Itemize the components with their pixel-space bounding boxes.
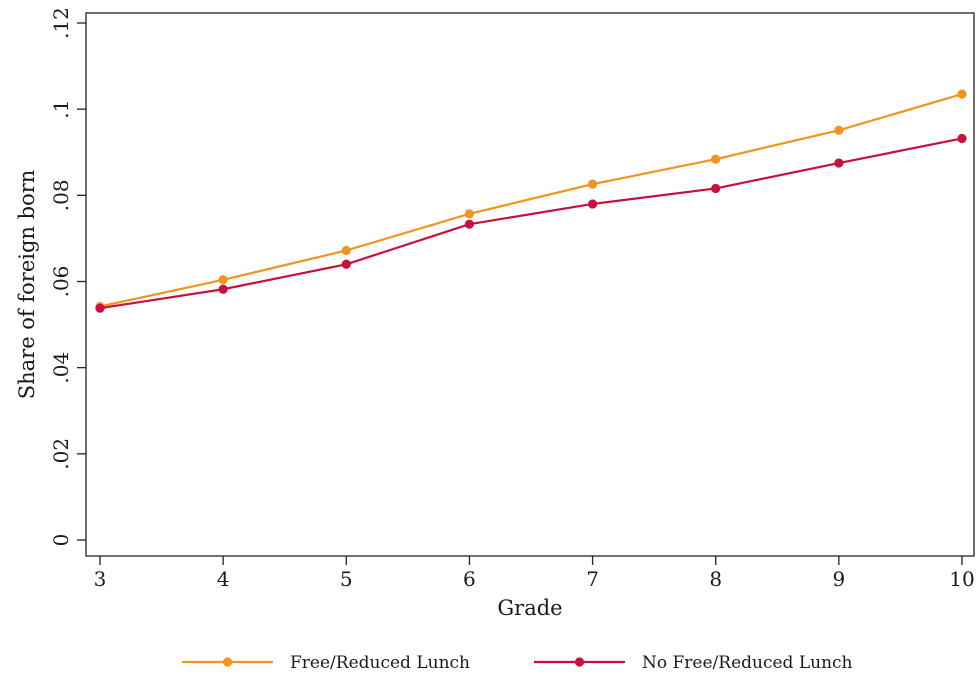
x-tick-label: 4 bbox=[217, 567, 230, 591]
data-point bbox=[218, 275, 228, 285]
y-axis: 0 .02 .04 .06 .08 .1 .12 bbox=[49, 7, 86, 546]
data-point bbox=[834, 125, 844, 135]
data-point bbox=[834, 158, 844, 168]
series-line bbox=[99, 93, 963, 308]
legend-marker bbox=[222, 657, 233, 667]
data-point bbox=[95, 303, 105, 313]
x-tick-label: 6 bbox=[463, 567, 476, 591]
plot-frame bbox=[85, 12, 975, 557]
data-point bbox=[587, 199, 598, 209]
data-point bbox=[711, 183, 721, 194]
series-2 bbox=[95, 133, 967, 313]
series-line bbox=[99, 137, 963, 310]
data-point bbox=[341, 245, 351, 256]
data-point bbox=[587, 179, 598, 189]
data-point bbox=[464, 219, 475, 229]
x-axis-title: Grade bbox=[497, 596, 562, 620]
legend-marker bbox=[574, 657, 585, 667]
legend: Free/Reduced Lunch No Free/Reduced Lunch bbox=[182, 653, 853, 673]
x-tick-label: 9 bbox=[832, 567, 845, 591]
x-tick-label: 7 bbox=[586, 567, 599, 591]
data-point bbox=[711, 154, 721, 164]
y-tick-label: .08 bbox=[49, 179, 73, 211]
legend-label: No Free/Reduced Lunch bbox=[642, 653, 853, 673]
y-tick-label: .06 bbox=[49, 266, 73, 298]
data-point bbox=[464, 209, 475, 219]
y-axis-title: Share of foreign born bbox=[15, 170, 39, 400]
y-tick-label: .04 bbox=[49, 352, 73, 384]
y-tick-label: .12 bbox=[49, 7, 73, 39]
data-point bbox=[957, 89, 967, 99]
x-tick-label: 8 bbox=[709, 567, 722, 591]
data-point bbox=[341, 259, 351, 269]
y-tick-label: 0 bbox=[49, 534, 73, 547]
x-tick-label: 3 bbox=[94, 567, 107, 591]
x-tick-label: 10 bbox=[949, 567, 974, 591]
series-layer bbox=[95, 89, 967, 313]
data-point bbox=[218, 284, 228, 294]
x-axis: 3 4 5 6 7 8 9 10 bbox=[94, 556, 975, 591]
legend-label: Free/Reduced Lunch bbox=[290, 653, 470, 673]
plot-area bbox=[85, 12, 975, 557]
legend-item: Free/Reduced Lunch bbox=[182, 653, 470, 673]
y-tick-label: .1 bbox=[49, 100, 73, 119]
y-tick-label: .02 bbox=[49, 438, 73, 470]
legend-item: No Free/Reduced Lunch bbox=[534, 653, 853, 673]
x-tick-label: 5 bbox=[340, 567, 353, 591]
data-point bbox=[957, 133, 967, 144]
series-1 bbox=[95, 89, 967, 312]
